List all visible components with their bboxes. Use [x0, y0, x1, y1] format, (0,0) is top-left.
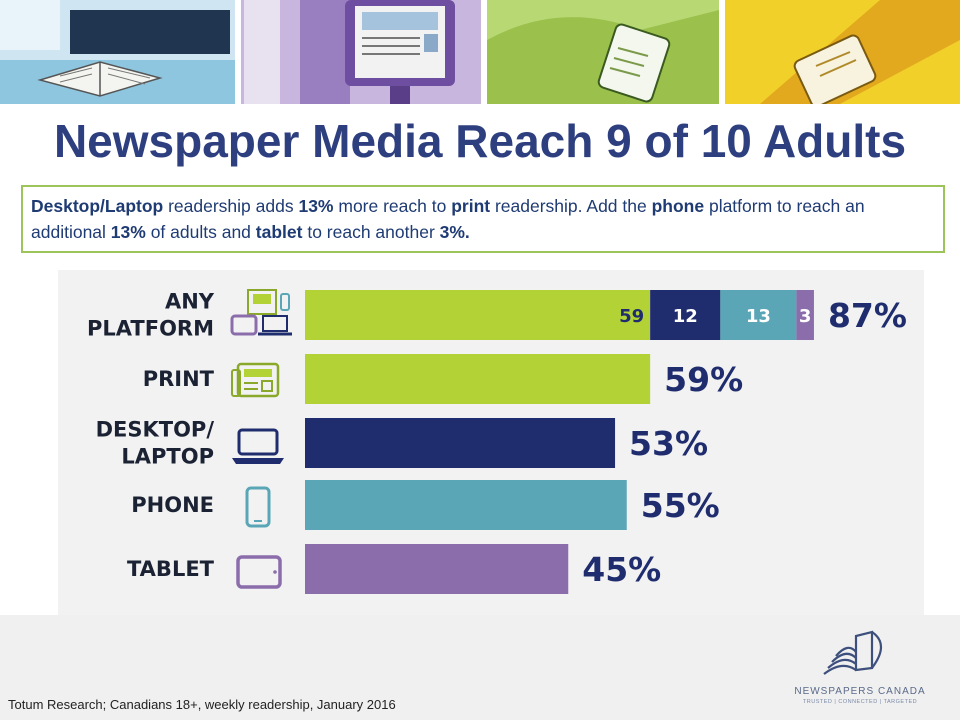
desc-text: platform to reach an additional — [31, 196, 865, 242]
chart-panel: ANY PLATFORM PRINT DESKTOP/LAPTOP PHONE TABLE… — [58, 270, 924, 615]
stacked-bar-segment — [796, 290, 814, 340]
segment-value-label: 12 — [673, 306, 698, 327]
header-illustration-banner — [0, 0, 960, 104]
desc-value: 13% — [110, 222, 146, 242]
desc-text: of adults and — [145, 222, 256, 242]
bar-total-label: 45% — [582, 550, 661, 589]
tablet-news-illustration — [725, 0, 960, 104]
bar-total-label: 55% — [641, 486, 720, 525]
all-devices-icon — [230, 289, 292, 336]
desktop-news-illustration — [241, 0, 481, 104]
stacked-bar-segment — [650, 290, 721, 340]
desc-tablet-term: tablet — [255, 222, 303, 242]
desc-text: readership adds — [163, 196, 299, 216]
bar — [305, 418, 616, 468]
segment-value-label: 59 — [619, 306, 644, 327]
bar — [305, 544, 569, 594]
desc-value: 3%. — [439, 222, 470, 242]
category-label: TABLET — [127, 557, 215, 581]
source-note: Totum Research; Canadians 18+, weekly re… — [8, 697, 396, 712]
open-book-logo-icon — [823, 630, 883, 675]
logo-tagline: TRUSTED | CONNECTED | TARGETED — [802, 699, 918, 705]
bar-total-label: 87% — [828, 296, 907, 335]
bar-total-label: 59% — [664, 360, 743, 399]
category-label: PRINT — [143, 367, 215, 391]
reach-bar-chart: ANY PLATFORM PRINT DESKTOP/LAPTOP PHONE TABLE… — [87, 289, 907, 594]
desc-value: 13% — [298, 196, 334, 216]
slide-title: Newspaper Media Reach 9 of 10 Adults — [53, 115, 907, 167]
phone-icon — [245, 486, 271, 528]
category-label: ANY — [165, 290, 215, 314]
bar — [305, 354, 651, 404]
laptop-icon — [232, 428, 284, 464]
tablet-icon — [236, 555, 282, 589]
beach-newspaper-illustration — [0, 0, 235, 104]
category-label: PLATFORM — [87, 317, 214, 341]
desc-text: to reach another — [302, 222, 440, 242]
stacked-bar-segment — [720, 290, 797, 340]
segment-value-label: 13 — [746, 306, 771, 327]
bar-total-label: 53% — [629, 424, 708, 463]
bar — [305, 480, 627, 530]
category-label: LAPTOP — [121, 445, 214, 469]
description-box: Desktop/Laptop readership adds 13% more … — [21, 185, 945, 253]
desc-print-term: print — [451, 196, 491, 216]
logo-name: NEWSPAPERS CANADA — [794, 686, 926, 697]
stacked-bar-segment — [305, 290, 651, 340]
desc-desktop-term: Desktop/Laptop — [31, 196, 164, 216]
category-label: PHONE — [131, 493, 214, 517]
desc-text: readership. Add the — [490, 196, 652, 216]
newspaper-icon — [231, 362, 280, 398]
phone-news-illustration — [487, 0, 719, 104]
segment-value-label: 3 — [799, 306, 812, 327]
footer-band — [0, 615, 960, 720]
desc-text: more reach to — [333, 196, 452, 216]
category-label: DESKTOP/ — [96, 418, 215, 442]
desc-phone-term: phone — [651, 196, 705, 216]
